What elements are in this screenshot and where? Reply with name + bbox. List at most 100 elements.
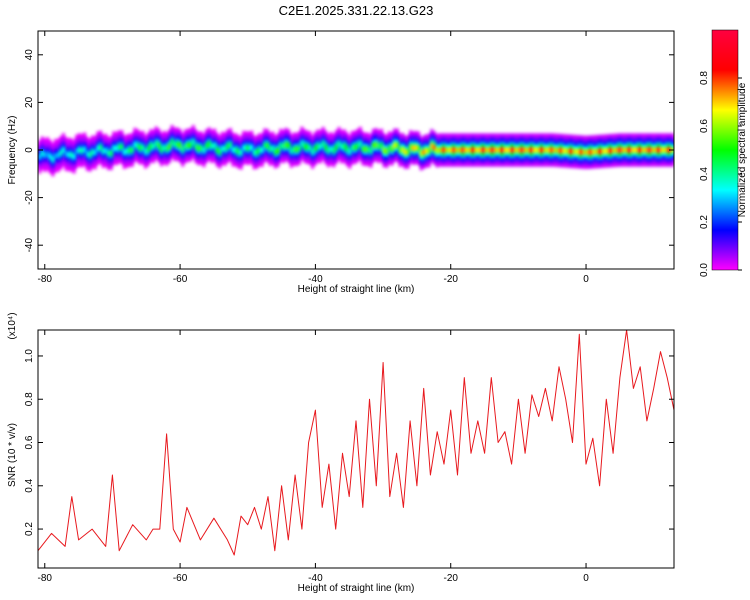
spectrogram-cell (573, 148, 577, 155)
spectrogram-cell (125, 148, 129, 154)
spectrogram-cell (411, 145, 415, 151)
snr-xtick-label: -20 (443, 573, 458, 584)
spectrogram-cell (663, 147, 667, 153)
spectrogram-cell (128, 147, 132, 154)
spectrogram-cell (552, 147, 556, 153)
snr-series (38, 330, 674, 556)
spectrogram-cell (363, 146, 368, 153)
spectrogram-cell (607, 147, 611, 154)
spectrogram-cell (345, 146, 349, 152)
spectrogram-cell (385, 148, 389, 155)
spectrogram-cell (424, 148, 429, 154)
spectrogram-cell (594, 148, 598, 155)
spectrogram-cell (626, 147, 630, 153)
spectrogram-cell (316, 143, 320, 150)
spectrogram-cell (308, 145, 312, 151)
snr-ytick-label: 0.6 (24, 435, 35, 449)
spectrogram-cell (562, 147, 566, 154)
spectrogram-cell (610, 147, 614, 154)
spectrogram-cell (88, 152, 92, 158)
spectrogram-cell (85, 151, 89, 157)
spectrogram-cell (491, 147, 495, 153)
spectrogram-cell (488, 147, 492, 153)
spectrogram-cell (467, 147, 471, 153)
spectrogram-cell (56, 152, 60, 159)
colorbar-tick-label: 0.0 (699, 263, 710, 277)
spectrogram-cell (191, 138, 195, 145)
spectrogram-cell (313, 145, 317, 152)
spectrogram-cell (98, 144, 103, 151)
snr-ylabel: SNR (10 * v/v) (7, 423, 18, 487)
spectrogram-cell (234, 147, 238, 153)
spectrogram-cell (493, 147, 498, 153)
spectrogram-cell (549, 147, 553, 153)
spectrogram-cell (652, 147, 657, 153)
spectrogram-cell (621, 147, 625, 153)
spectrogram-cell (321, 140, 325, 147)
spectrogram-cell (350, 144, 354, 151)
spectrogram-cell (106, 150, 111, 157)
spectrogram-cell (271, 145, 275, 152)
spectrogram-cell (284, 141, 288, 148)
spectrogram-cell (485, 147, 490, 153)
snr-ticks: -80 -60 -40 -20 0 0.2 0.4 0.6 0.8 1.0 (24, 330, 674, 584)
spectrogram-cell (292, 146, 296, 153)
spectrogram-cell (310, 149, 315, 155)
spectrogram-cell (239, 150, 243, 156)
spectrogram-cell (522, 147, 527, 153)
spectrogram-cell (149, 142, 153, 149)
spectrogram-cell (568, 148, 572, 155)
spectrogram-cell (210, 143, 214, 150)
spectrogram-cell (144, 148, 148, 155)
spectrogram-cell (507, 147, 511, 153)
spectrogram-cell (438, 147, 442, 153)
spectrogram-cell (618, 147, 622, 153)
spectrogram-cell (586, 149, 590, 156)
spectrogram-cell (371, 142, 376, 149)
spectrogram-cell (117, 144, 121, 150)
spectrogram-cell (178, 142, 182, 149)
spectrogram-cell (660, 147, 664, 153)
spectrogram-cell (194, 143, 198, 150)
spectrogram-cell (403, 149, 407, 156)
spectrogram-cell (141, 144, 145, 151)
spectrogram-cell (570, 148, 574, 155)
spectrogram-cell (334, 144, 339, 150)
spectrogram-cell (599, 148, 604, 155)
spectrogram-cell (72, 153, 76, 160)
spectrogram-cell (247, 145, 251, 151)
spectrogram-cell (554, 147, 558, 154)
spectrogram-cell (427, 147, 431, 154)
spectrogram-cell (136, 143, 140, 149)
spectrogram-cell (464, 147, 468, 153)
spectrogram-cell (244, 145, 248, 151)
spectrogram-cell (146, 146, 150, 153)
spectrogram-cell (69, 152, 74, 158)
colorbar-tick-label: 0.2 (699, 215, 710, 229)
spectrogram-cell (83, 146, 87, 153)
spectrogram-cell (597, 148, 601, 155)
spectrogram-cell (379, 142, 384, 149)
spectrogram-cell (218, 149, 222, 155)
spectrogram-cell (114, 145, 119, 152)
spectrogram-cell (59, 150, 63, 156)
spectrogram-panel: -80 -60 -40 -20 0 -40 -20 0 20 40 Height of strai… (7, 30, 675, 295)
spectrogram-cell (557, 147, 561, 154)
spectrogram-cell (342, 143, 346, 150)
spectrogram-cell (324, 144, 328, 151)
spectrogram-cell (504, 147, 508, 153)
spectrogram-cell (260, 147, 264, 153)
spectrogram-cell (186, 142, 190, 149)
spectrogram-cell (377, 143, 381, 150)
spectrogram-cell (64, 151, 68, 157)
spectrogram-cell (204, 143, 209, 149)
spectrogram-ylabel: Frequency (Hz) (7, 116, 18, 185)
spectrogram-cell (101, 148, 105, 155)
spectrogram-cell (138, 145, 142, 151)
spectrogram-cell (613, 147, 617, 154)
spectrogram-cell (443, 147, 447, 153)
spectrogram-cell (348, 149, 352, 155)
spectrogram-cell (231, 146, 235, 153)
spectrogram-cell (250, 144, 254, 151)
snr-plot-area (38, 330, 674, 568)
